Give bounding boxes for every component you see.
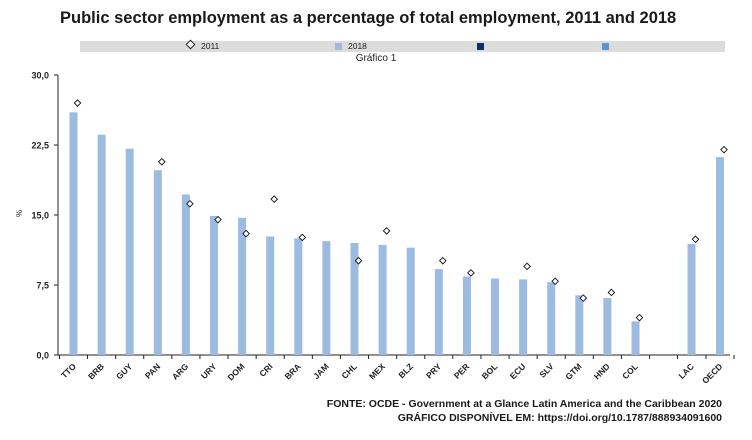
y-tick-label: 22,5 xyxy=(31,141,49,151)
x-category-label: BLZ xyxy=(396,361,415,380)
diamond-marker-icon xyxy=(185,39,196,50)
marker-2011 xyxy=(551,277,560,286)
marker-2011 xyxy=(635,313,644,322)
bar-swatch-icon xyxy=(335,43,342,50)
bar-2018 xyxy=(575,295,584,355)
bar-2018 xyxy=(210,215,218,355)
y-tick-label: 30,0 xyxy=(31,71,49,81)
bar-2018 xyxy=(350,243,359,355)
chart-plot: 0,0 7,5 15,0 22,5 30,0% TTO BRB GUY PAN ARG URY DOM… xyxy=(15,71,735,386)
bar-2018 xyxy=(603,298,612,355)
x-category-label: GUY xyxy=(114,361,134,381)
bar-2018 xyxy=(322,241,331,355)
x-category-label: MEX xyxy=(367,361,387,381)
bar-2018 xyxy=(491,278,499,355)
bar-2018 xyxy=(631,321,640,355)
y-axis-label: % xyxy=(15,210,24,217)
bar-2018 xyxy=(125,148,134,355)
x-category-label: COL xyxy=(620,361,640,381)
legend-label-2011: 2011 xyxy=(201,41,220,51)
bar-2018 xyxy=(378,244,387,355)
legend-label-2018: 2018 xyxy=(348,41,367,51)
x-category-label: CRI xyxy=(257,361,274,378)
x-category-label: ARG xyxy=(170,361,191,382)
x-category-label: SLV xyxy=(537,361,556,380)
x-category-label: ECU xyxy=(508,361,528,381)
marker-2011 xyxy=(579,294,588,302)
chart-title: Public sector employment as a percentage… xyxy=(60,9,677,27)
bar-2018 xyxy=(519,279,528,355)
marker-2011 xyxy=(720,145,728,154)
x-category-label: PRY xyxy=(424,361,443,380)
x-category-label: BRB xyxy=(86,361,106,381)
x-category-label: URY xyxy=(199,361,219,381)
x-category-label: JAM xyxy=(311,361,331,381)
marker-2011 xyxy=(607,288,616,297)
x-category-label: BOL xyxy=(480,361,500,381)
x-category-label: TTO xyxy=(59,361,78,380)
x-category-label: GTM xyxy=(563,361,583,381)
x-category-label: PER xyxy=(452,361,471,380)
marker-2011 xyxy=(691,235,700,244)
x-category-label: CHL xyxy=(339,361,358,380)
y-tick-label: 0,0 xyxy=(36,351,49,361)
bar-2018 xyxy=(238,217,247,355)
source-line-1: FONTE: OCDE - Government at a Glance Lat… xyxy=(326,398,722,410)
legend: 2011 2018 xyxy=(80,39,725,52)
marker-2011 xyxy=(157,157,166,166)
x-category-label: DOM xyxy=(225,361,246,382)
marker-2011 xyxy=(242,229,250,238)
chart-subtitle: Gráfico 1 xyxy=(355,53,397,64)
bar-2018 xyxy=(69,112,78,355)
marker-2011 xyxy=(214,215,222,224)
bar-2018 xyxy=(153,170,162,355)
legend-item-mid xyxy=(602,41,615,52)
bar-2018 xyxy=(687,243,696,355)
bar-2018 xyxy=(462,276,471,355)
y-tick-label: 7,5 xyxy=(36,281,49,291)
marker-2011 xyxy=(523,262,531,271)
marker-2011 xyxy=(467,269,475,277)
bar-2018 xyxy=(716,157,724,355)
bar-2018 xyxy=(294,238,303,355)
legend-item-dark xyxy=(477,41,490,52)
mid-swatch-icon xyxy=(602,43,609,50)
marker-2011 xyxy=(73,99,82,107)
x-category-label: PAN xyxy=(143,361,162,380)
source-note: FONTE: OCDE - Government at a Glance Lat… xyxy=(327,397,722,425)
source-line-2: GRÁFICO DISPONÍVEL EM: https://doi.org/1… xyxy=(397,412,722,424)
bar-2018 xyxy=(434,269,443,355)
bar-2018 xyxy=(406,247,415,355)
marker-2011 xyxy=(298,233,307,242)
x-category-label: LAC xyxy=(676,361,695,380)
x-category-label: HND xyxy=(592,361,612,381)
bar-2018 xyxy=(181,194,190,355)
dark-swatch-icon xyxy=(477,43,484,50)
legend-item-2011: 2011 xyxy=(185,39,220,52)
marker-2011 xyxy=(354,256,363,265)
marker-2011 xyxy=(270,195,279,203)
bar-2018 xyxy=(547,282,556,355)
x-category-label: OECD xyxy=(700,361,724,385)
marker-2011 xyxy=(438,256,447,265)
x-category-label: BRA xyxy=(283,361,303,381)
bar-2018 xyxy=(266,236,275,355)
marker-2011 xyxy=(382,227,391,235)
marker-2011 xyxy=(186,199,194,208)
bar-2018 xyxy=(97,134,106,355)
y-tick-label: 15,0 xyxy=(31,211,49,221)
legend-item-2018: 2018 xyxy=(335,41,367,52)
